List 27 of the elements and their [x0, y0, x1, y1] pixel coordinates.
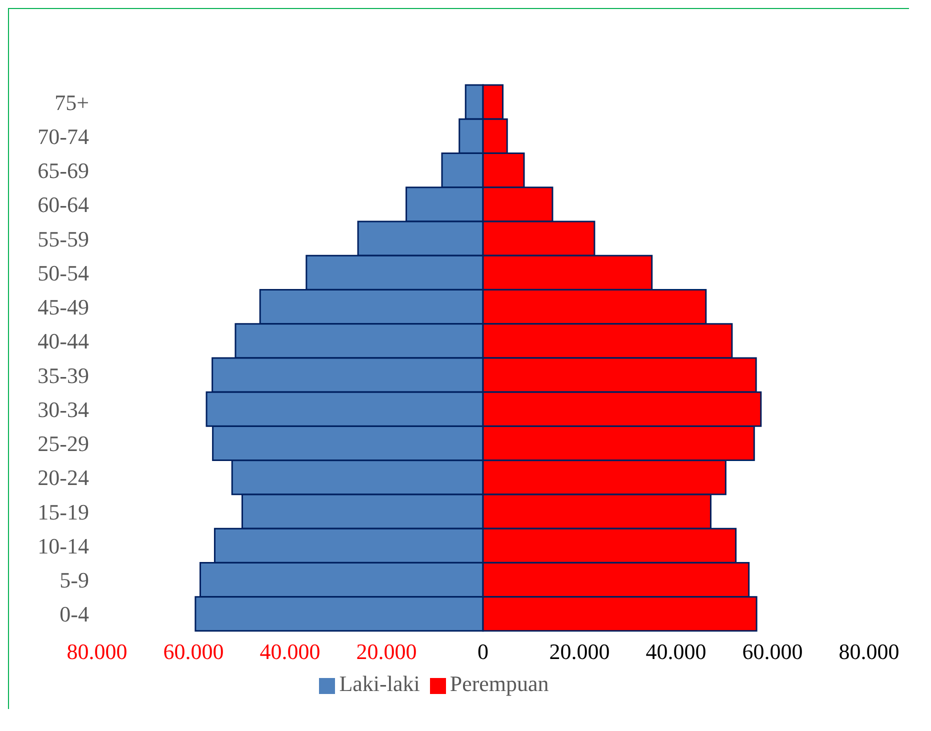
x-tick-label: 80.000 [838, 639, 900, 664]
x-tick-label: 20.000 [356, 639, 417, 664]
x-tick-label: 0 [478, 639, 488, 664]
y-tick-label: 65-69 [38, 158, 89, 184]
y-tick-label: 50-54 [38, 260, 89, 286]
x-tick-label: 20.000 [549, 639, 610, 664]
y-tick-label: 60-64 [38, 192, 89, 218]
y-tick-label: 20-24 [38, 465, 89, 490]
x-tick-label: 40.000 [260, 639, 320, 664]
y-tick-label: 35-39 [38, 362, 89, 388]
y-tick-label: 40-44 [38, 328, 89, 354]
x-tick-label: 60.000 [163, 639, 224, 664]
x-tick-label: 60.000 [742, 639, 803, 664]
legend-label: Laki-laki [339, 671, 420, 696]
y-tick-label: 5-9 [60, 568, 89, 593]
y-tick-label: 45-49 [38, 294, 89, 320]
y-tick-label: 55-59 [38, 226, 89, 252]
x-tick-label: 80.000 [66, 639, 128, 664]
y-tick-label: 0-4 [60, 602, 89, 627]
y-tick-label: 15-19 [38, 499, 89, 524]
y-tick-label: 30-34 [38, 396, 89, 422]
legend-label: Perempuan [450, 671, 549, 696]
y-tick-label: 10-14 [38, 533, 89, 558]
y-tick-label: 25-29 [38, 431, 89, 456]
x-tick-label: 40.000 [646, 639, 706, 664]
y-tick-label: 75+ [54, 90, 89, 115]
y-tick-label: 70-74 [38, 124, 89, 149]
